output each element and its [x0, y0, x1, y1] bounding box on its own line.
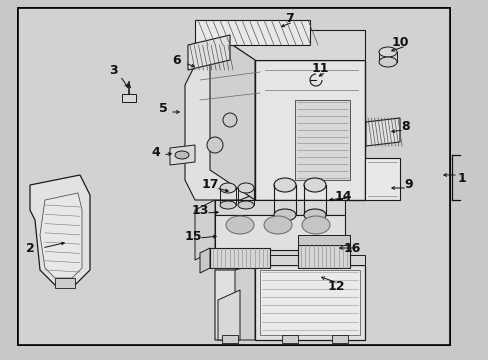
- Bar: [260, 270, 359, 335]
- Polygon shape: [244, 255, 364, 265]
- Polygon shape: [122, 94, 136, 102]
- Polygon shape: [218, 290, 240, 340]
- Polygon shape: [209, 248, 269, 268]
- Polygon shape: [215, 200, 345, 215]
- Circle shape: [223, 113, 237, 127]
- Text: 2: 2: [25, 242, 34, 255]
- Bar: [18, 8, 449, 345]
- Bar: [331, 335, 347, 343]
- Polygon shape: [195, 20, 309, 45]
- Text: 8: 8: [401, 121, 409, 134]
- Ellipse shape: [238, 201, 253, 209]
- Polygon shape: [254, 60, 364, 200]
- Ellipse shape: [220, 201, 236, 209]
- Polygon shape: [184, 55, 264, 200]
- Ellipse shape: [220, 183, 236, 193]
- Text: 1: 1: [457, 171, 466, 184]
- Ellipse shape: [273, 209, 295, 221]
- Text: 11: 11: [311, 62, 328, 75]
- Text: 7: 7: [285, 12, 294, 24]
- Ellipse shape: [175, 151, 189, 159]
- Polygon shape: [297, 245, 349, 268]
- Polygon shape: [30, 175, 90, 285]
- Ellipse shape: [304, 178, 325, 192]
- Polygon shape: [254, 265, 364, 340]
- Ellipse shape: [302, 216, 329, 234]
- Text: 14: 14: [334, 189, 351, 202]
- Ellipse shape: [378, 57, 396, 67]
- Text: 9: 9: [404, 179, 412, 192]
- Text: 16: 16: [343, 242, 360, 255]
- Text: 10: 10: [390, 36, 408, 49]
- Text: 17: 17: [201, 179, 218, 192]
- Text: 15: 15: [184, 230, 202, 243]
- Bar: [294, 100, 349, 180]
- Ellipse shape: [273, 178, 295, 192]
- Circle shape: [206, 137, 223, 153]
- Bar: [55, 278, 75, 288]
- Polygon shape: [364, 158, 399, 200]
- Polygon shape: [297, 235, 349, 245]
- Ellipse shape: [304, 209, 325, 221]
- Text: 12: 12: [326, 280, 344, 293]
- Polygon shape: [187, 35, 229, 70]
- Polygon shape: [40, 193, 82, 278]
- Polygon shape: [365, 118, 399, 146]
- Ellipse shape: [378, 47, 396, 57]
- Ellipse shape: [264, 216, 291, 234]
- Polygon shape: [215, 215, 345, 250]
- Polygon shape: [235, 265, 254, 340]
- Text: 3: 3: [108, 64, 117, 77]
- Ellipse shape: [238, 183, 253, 193]
- Polygon shape: [209, 30, 364, 60]
- Bar: [222, 335, 238, 343]
- Bar: [282, 335, 297, 343]
- Polygon shape: [195, 200, 215, 260]
- Polygon shape: [215, 270, 244, 340]
- Text: 5: 5: [158, 102, 167, 114]
- Polygon shape: [170, 145, 195, 165]
- Text: 13: 13: [191, 204, 208, 217]
- Bar: [18, 8, 449, 345]
- Polygon shape: [209, 30, 254, 200]
- Text: 6: 6: [172, 54, 181, 67]
- Text: 4: 4: [151, 147, 160, 159]
- Bar: [18, 8, 449, 345]
- Polygon shape: [200, 248, 209, 273]
- Ellipse shape: [225, 216, 253, 234]
